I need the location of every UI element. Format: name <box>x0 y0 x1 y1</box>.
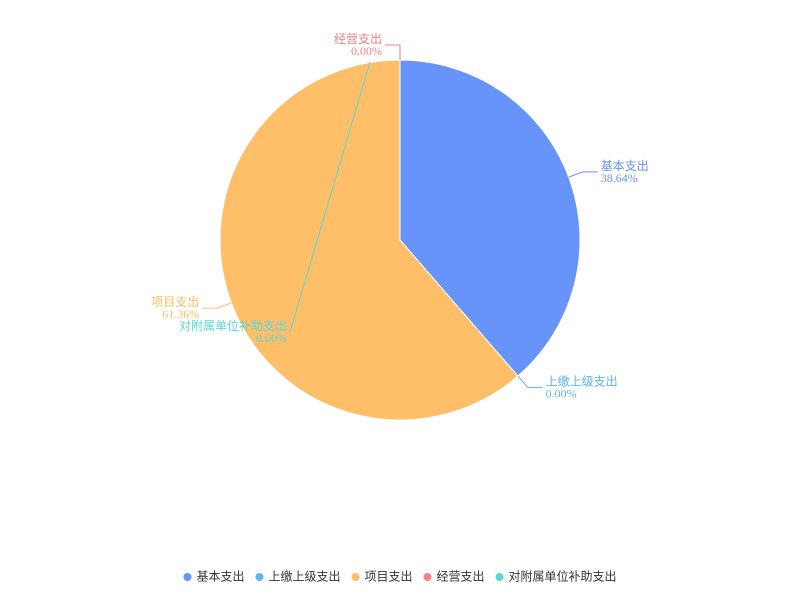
legend-label: 上缴上级支出 <box>268 569 340 584</box>
legend-label: 对附属单位补助支出 <box>509 569 617 584</box>
legend-marker <box>255 573 264 581</box>
legend: 基本支出 上缴上级支出 项目支出 经营支出 对附属单位补助支出 <box>183 569 617 584</box>
legend-label: 基本支出 <box>196 570 244 584</box>
label-line <box>517 375 543 388</box>
legend-label: 经营支出 <box>437 570 485 584</box>
label-line <box>289 61 371 333</box>
slice-label: 基本支出 <box>601 159 649 173</box>
legend-marker <box>495 573 504 581</box>
label-line <box>202 302 232 309</box>
slice-label: 上缴上级支出 <box>546 373 618 388</box>
legend-label: 项目支出 <box>364 570 412 584</box>
label-line <box>385 44 401 60</box>
slice-value-label: 0.00% <box>351 44 382 58</box>
legend-marker <box>423 573 432 581</box>
slice-label: 经营支出 <box>334 32 382 46</box>
slice-value-label: 0.00% <box>546 386 577 400</box>
slice-label: 项目支出 <box>151 295 199 309</box>
pie-slice <box>219 59 519 421</box>
slice-label: 对附属单位补助支出 <box>179 318 287 333</box>
label-line <box>568 171 598 178</box>
slice-value-label: 0.00% <box>256 331 287 345</box>
slice-value-label: 38.64% <box>601 171 638 185</box>
legend-marker <box>351 573 360 581</box>
slice-value-label: 61.36% <box>162 307 199 321</box>
legend-marker <box>183 573 192 581</box>
